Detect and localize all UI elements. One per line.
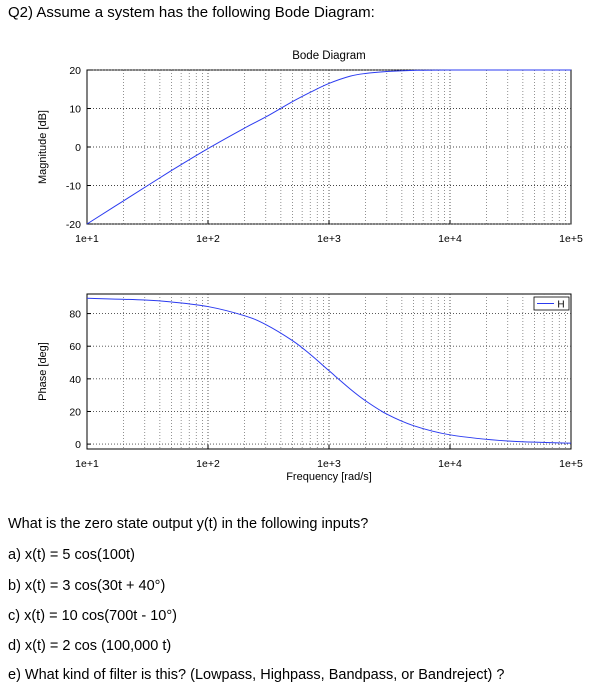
y-tick-label: 40 xyxy=(69,374,81,386)
y-tick-label: 0 xyxy=(75,142,81,154)
y-tick-label: 10 xyxy=(69,104,81,116)
x-tick-label: 1e+4 xyxy=(438,233,462,245)
x-tick-label: 1e+3 xyxy=(317,458,341,470)
question-b: b) x(t) = 3 cos(30t + 40°) xyxy=(8,578,166,594)
question-a: a) x(t) = 5 cos(100t) xyxy=(8,547,135,563)
x-tick-label: 1e+2 xyxy=(196,458,220,470)
series-line xyxy=(86,297,572,444)
question-d: d) x(t) = 2 cos (100,000 t) xyxy=(8,638,172,654)
x-tick-label: 1e+3 xyxy=(317,233,341,245)
y-tick-label: 60 xyxy=(69,341,81,353)
x-axis-label: Frequency [rad/s] xyxy=(286,471,372,483)
y-tick-label: -20 xyxy=(66,219,81,231)
question-e: e) What kind of filter is this? (Lowpass… xyxy=(8,667,505,683)
y-axis-label: Phase [deg] xyxy=(37,342,49,401)
plot-frame xyxy=(86,293,572,450)
question-c: c) x(t) = 10 cos(700t - 10°) xyxy=(8,608,177,624)
chart-title: Bode Diagram xyxy=(292,50,366,62)
series-line xyxy=(86,69,572,225)
question-intro: What is the zero state output y(t) in th… xyxy=(8,516,369,532)
y-tick-label: 0 xyxy=(75,439,81,451)
x-tick-label: 1e+2 xyxy=(196,233,220,245)
y-axis-label: Magnitude [dB] xyxy=(37,110,49,184)
question-header: Q2) Assume a system has the following Bo… xyxy=(8,4,375,21)
y-tick-label: 20 xyxy=(69,406,81,418)
y-tick-label: -10 xyxy=(66,181,81,193)
bode-diagram: 1e+1 1e+2 1e+3 1e+4 1e+5 20 10 0 -10 -20 Magnitude… xyxy=(37,50,583,483)
x-tick-label: 1e+1 xyxy=(75,233,99,245)
x-tick-label: 1e+5 xyxy=(559,233,583,245)
x-tick-label: 1e+4 xyxy=(438,458,462,470)
y-tick-label: 80 xyxy=(69,309,81,321)
legend-label: H xyxy=(557,300,564,311)
x-tick-label: 1e+1 xyxy=(75,458,99,470)
y-tick-label: 20 xyxy=(69,65,81,77)
x-tick-label: 1e+5 xyxy=(559,458,583,470)
